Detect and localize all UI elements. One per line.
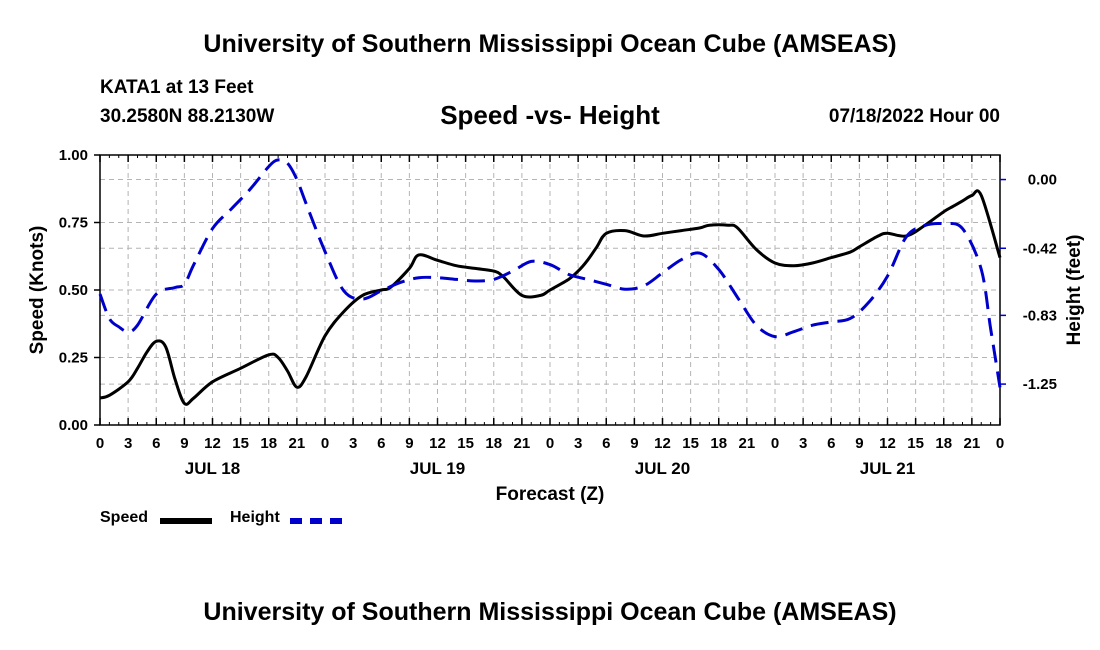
x-tick-label: 18 [935, 435, 952, 452]
x-tick-label: 6 [602, 435, 610, 452]
x-tick-label: 9 [855, 435, 863, 452]
x-tick-label: 3 [124, 435, 132, 452]
x-tick-label: 9 [630, 435, 638, 452]
x-tick-label: 6 [377, 435, 385, 452]
x-tick-label: 15 [457, 435, 474, 452]
x-day-label: JUL 18 [185, 459, 240, 478]
main-title: University of Southern Mississippi Ocean… [203, 30, 897, 58]
x-day-label: JUL 19 [410, 459, 465, 478]
x-tick-label: 6 [152, 435, 160, 452]
legend-height-swatch [290, 518, 342, 524]
x-tick-label: 9 [405, 435, 413, 452]
x-tick-label: 0 [771, 435, 779, 452]
y-tick-label: 1.00 [59, 147, 88, 164]
station-coordinates: 30.2580N 88.2130W [100, 106, 275, 127]
x-tick-label: 0 [546, 435, 554, 452]
legend-speed-swatch [160, 518, 212, 524]
x-day-label: JUL 21 [860, 459, 915, 478]
legend-height-label: Height [230, 509, 280, 526]
series-line-height [98, 158, 1002, 388]
x-axis-label: Forecast (Z) [496, 484, 605, 505]
footer-title: University of Southern Mississippi Ocean… [203, 598, 897, 626]
x-tick-label: 21 [964, 435, 981, 452]
x-tick-label: 21 [289, 435, 306, 452]
y-tick-label: 0.25 [59, 350, 88, 367]
y-axis-label: Speed (Knots) [27, 226, 48, 355]
y-tick-label: 0.00 [59, 417, 88, 434]
x-tick-label: 18 [485, 435, 502, 452]
x-day-label: JUL 20 [635, 459, 690, 478]
x-tick-label: 12 [654, 435, 671, 452]
station-label: KATA1 at 13 Feet [100, 77, 254, 98]
x-tick-label: 6 [827, 435, 835, 452]
x-tick-label: 15 [907, 435, 924, 452]
x-tick-label: 15 [232, 435, 249, 452]
x-tick-label: 12 [879, 435, 896, 452]
x-tick-label: 0 [96, 435, 104, 452]
y2-tick-label: 0.00 [1028, 172, 1057, 189]
x-tick-label: 3 [799, 435, 807, 452]
y2-tick-label: -1.25 [1023, 376, 1057, 393]
y-tick-label: 0.50 [59, 282, 88, 299]
x-tick-label: 3 [574, 435, 582, 452]
x-tick-label: 12 [429, 435, 446, 452]
x-tick-label: 0 [996, 435, 1004, 452]
x-tick-label: 18 [710, 435, 727, 452]
legend-speed-label: Speed [100, 509, 149, 526]
chart-title: Speed -vs- Height [440, 100, 660, 130]
x-tick-label: 21 [514, 435, 531, 452]
y-tick-label: 0.75 [59, 215, 88, 232]
series-line-speed [99, 189, 1002, 406]
x-tick-label: 12 [204, 435, 221, 452]
x-tick-label: 9 [180, 435, 188, 452]
x-tick-label: 3 [349, 435, 357, 452]
x-tick-label: 0 [321, 435, 329, 452]
y2-tick-label: -0.83 [1023, 307, 1057, 324]
y2-tick-label: -0.42 [1023, 240, 1057, 257]
forecast-run-time: 07/18/2022 Hour 00 [828, 106, 1000, 127]
y2-axis-label: Height (feet) [1064, 235, 1085, 346]
x-tick-label: 21 [739, 435, 756, 452]
x-tick-label: 15 [682, 435, 699, 452]
x-tick-label: 18 [260, 435, 277, 452]
